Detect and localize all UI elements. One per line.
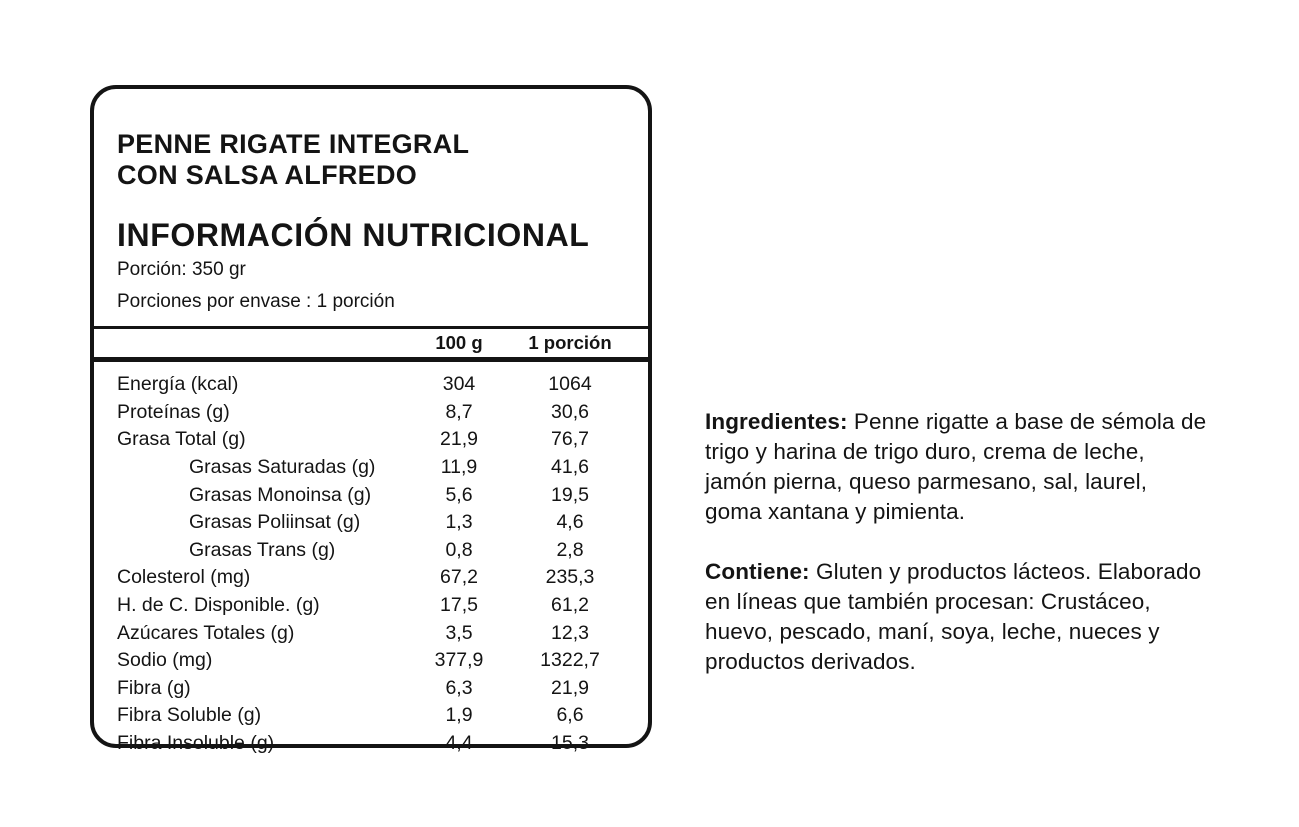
nutrient-name: H. de C. Disponible. (g)	[117, 594, 320, 617]
value-per-portion: 76,7	[551, 428, 589, 451]
table-row: Proteínas (g) 8,7 30,6	[117, 399, 626, 427]
value-per-portion: 1064	[548, 373, 592, 396]
nutrient-name: Proteínas (g)	[117, 400, 230, 423]
nutrient-name: Colesterol (mg)	[117, 566, 251, 589]
value-per-100g: 377,9	[434, 649, 484, 672]
value-per-100g: 8,7	[445, 400, 473, 423]
value-per-portion: 4,6	[556, 511, 584, 534]
value-per-portion: 12,3	[551, 621, 589, 644]
table-row: Fibra Soluble (g) 1,9 6,6	[117, 702, 626, 730]
value-per-portion: 235,3	[545, 566, 595, 589]
table-row: Grasas Saturadas (g) 11,9 41,6	[117, 454, 626, 482]
table-row: Fibra Insoluble (g) 4,4 15,3	[117, 730, 626, 758]
value-per-100g: 1,9	[445, 704, 473, 727]
value-per-portion: 2,8	[556, 538, 584, 561]
table-row: Colesterol (mg) 67,2 235,3	[117, 564, 626, 592]
value-per-portion: 61,2	[551, 594, 589, 617]
value-per-portion: 1322,7	[540, 649, 600, 672]
value-per-100g: 0,8	[445, 538, 473, 561]
nutrient-name: Grasas Saturadas (g)	[189, 456, 376, 479]
table-row: Energía (kcal) 304 1064	[117, 371, 626, 399]
label-header: PENNE RIGATE INTEGRAL CON SALSA ALFREDO …	[94, 89, 648, 314]
value-per-100g: 21,9	[440, 428, 478, 451]
ingredients-label: Ingredientes:	[705, 409, 848, 434]
table-row: Fibra (g) 6,3 21,9	[117, 675, 626, 703]
value-per-portion: 30,6	[551, 400, 589, 423]
value-per-portion: 6,6	[556, 704, 584, 727]
section-title: INFORMACIÓN NUTRICIONAL	[117, 217, 590, 253]
value-per-100g: 3,5	[445, 621, 473, 644]
portions-per-package: Porciones por envase : 1 porción	[117, 291, 395, 312]
value-per-100g: 6,3	[445, 676, 473, 699]
nutrient-name: Azúcares Totales (g)	[117, 621, 295, 644]
value-per-100g: 67,2	[440, 566, 478, 589]
table-row: H. de C. Disponible. (g) 17,5 61,2	[117, 592, 626, 620]
nutrient-name: Fibra (g)	[117, 676, 191, 699]
nutrient-name: Grasas Poliinsat (g)	[189, 511, 361, 534]
side-text-block: Ingredientes: Penne rigatte a base de sé…	[705, 407, 1210, 677]
product-title: PENNE RIGATE INTEGRAL CON SALSA ALFREDO	[117, 129, 626, 191]
table-row: Azúcares Totales (g) 3,5 12,3	[117, 619, 626, 647]
nutrition-table-body: Energía (kcal) 304 1064 Proteínas (g) 8,…	[94, 362, 648, 757]
product-title-line2: CON SALSA ALFREDO	[117, 160, 418, 190]
value-per-portion: 15,3	[551, 732, 589, 755]
nutrition-label-box: PENNE RIGATE INTEGRAL CON SALSA ALFREDO …	[90, 85, 652, 754]
nutrient-name: Sodio (mg)	[117, 649, 213, 672]
value-per-100g: 5,6	[445, 483, 473, 506]
value-per-100g: 4,4	[445, 732, 473, 755]
value-per-portion: 21,9	[551, 676, 589, 699]
ingredients-text: Penne rigatte a base de sémola de trigo …	[705, 409, 1207, 524]
portion-size: Porción: 350 gr	[117, 259, 246, 280]
nutrient-name: Energía (kcal)	[117, 373, 239, 396]
value-per-100g: 304	[442, 373, 476, 396]
column-header-portion: 1 porción	[528, 332, 612, 353]
contains-paragraph: Contiene: Gluten y productos lácteos. El…	[705, 557, 1210, 677]
table-header-row: 100 g 1 porción	[94, 326, 648, 362]
value-per-portion: 41,6	[551, 456, 589, 479]
table-row: Grasas Monoinsa (g) 5,6 19,5	[117, 481, 626, 509]
value-per-100g: 17,5	[440, 594, 478, 617]
value-per-100g: 1,3	[445, 511, 473, 534]
ingredients-paragraph: Ingredientes: Penne rigatte a base de sé…	[705, 407, 1210, 527]
table-row: Sodio (mg) 377,9 1322,7	[117, 647, 626, 675]
table-row: Grasa Total (g) 21,9 76,7	[117, 426, 626, 454]
value-per-100g: 11,9	[440, 456, 478, 479]
nutrient-name: Fibra Soluble (g)	[117, 704, 262, 727]
nutrient-name: Grasas Trans (g)	[189, 538, 336, 561]
nutrient-name: Grasa Total (g)	[117, 428, 246, 451]
nutrient-name: Grasas Monoinsa (g)	[189, 483, 372, 506]
table-row: Grasas Poliinsat (g) 1,3 4,6	[117, 509, 626, 537]
value-per-portion: 19,5	[551, 483, 589, 506]
product-title-line1: PENNE RIGATE INTEGRAL	[117, 129, 470, 159]
table-row: Grasas Trans (g) 0,8 2,8	[117, 537, 626, 565]
nutrient-name: Fibra Insoluble (g)	[117, 732, 275, 755]
column-header-100g: 100 g	[435, 332, 483, 353]
contains-label: Contiene:	[705, 559, 810, 584]
contains-text: Gluten y productos lácteos. Elaborado en…	[705, 559, 1202, 674]
